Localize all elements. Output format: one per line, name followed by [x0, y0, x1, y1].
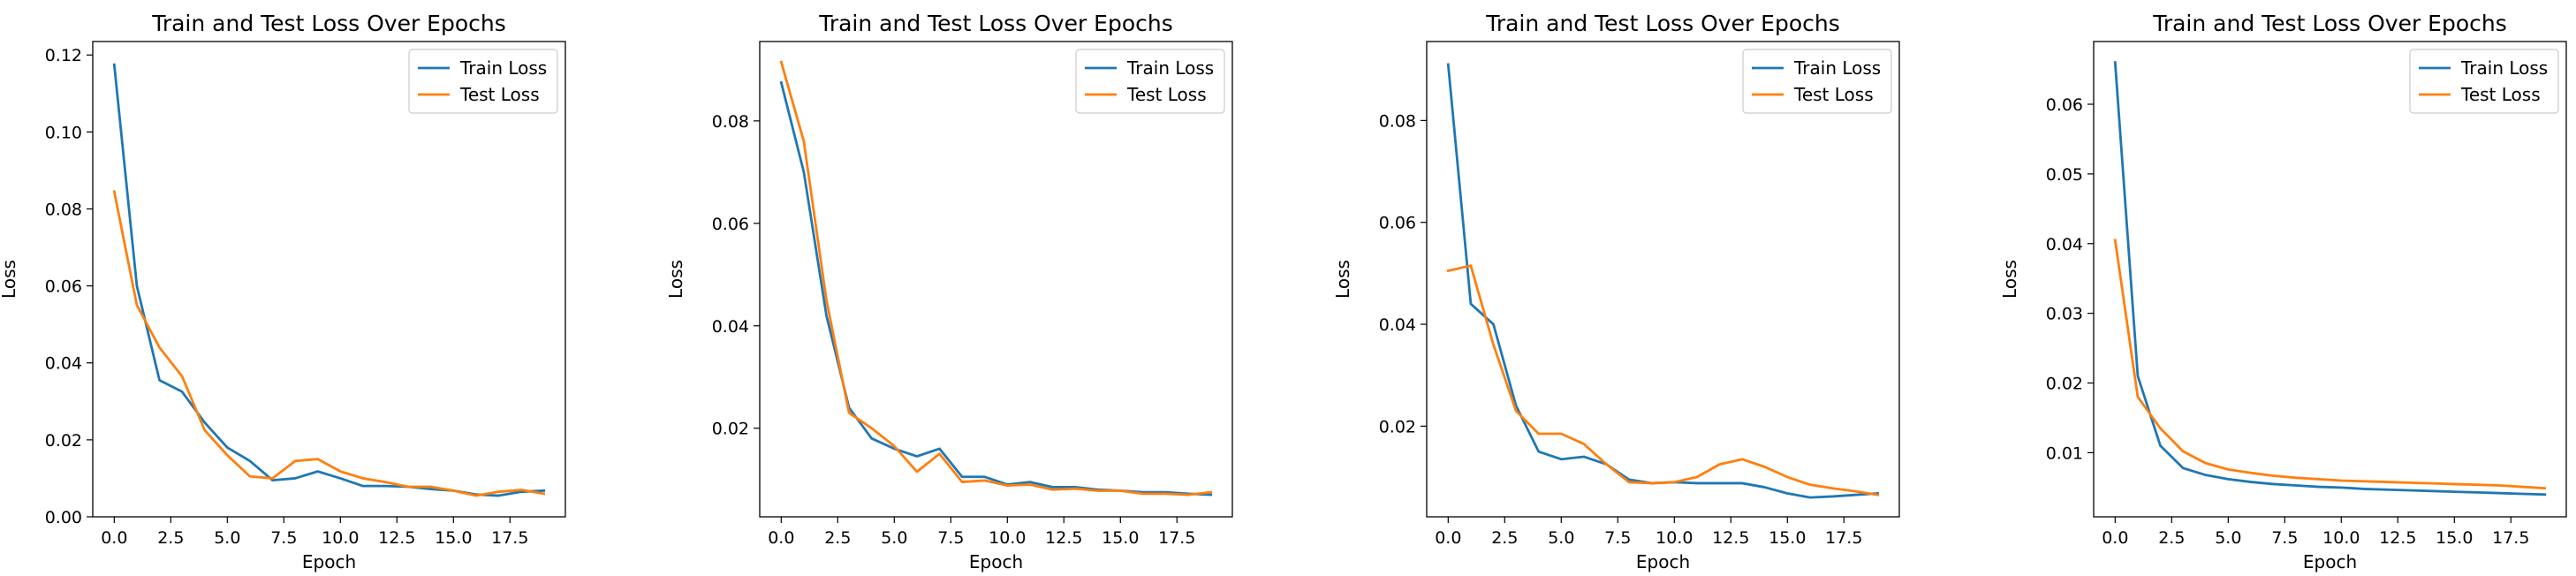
x-axis-label: Epoch — [969, 551, 1023, 572]
legend-train-label: Train Loss — [2460, 57, 2548, 79]
legend-box — [1075, 49, 1225, 114]
axes-frame — [2093, 41, 2567, 518]
x-tick-label: 12.5 — [1712, 528, 1749, 548]
x-tick-label: 10.0 — [1655, 528, 1693, 548]
y-tick-label: 0.10 — [45, 123, 82, 142]
chart-title: Train and Test Loss Over Epochs — [818, 11, 1173, 36]
y-tick-label: 0.02 — [712, 420, 749, 439]
x-tick-label: 5.0 — [214, 528, 240, 548]
legend-test-label: Test Loss — [1126, 84, 1207, 105]
y-tick-label: 0.04 — [1379, 315, 1416, 335]
x-axis-label: Epoch — [1636, 551, 1690, 572]
x-tick-label: 2.5 — [157, 528, 184, 548]
test-loss-line — [2113, 239, 2547, 490]
x-axis-label: Epoch — [2303, 551, 2357, 572]
legend-test-label: Test Loss — [1793, 84, 1874, 105]
legend: Train Loss Test Loss — [408, 49, 558, 114]
test-loss-line — [779, 60, 1213, 496]
x-tick-label: 15.0 — [1769, 528, 1806, 548]
y-tick-label: 0.00 — [45, 508, 82, 527]
legend: Train Loss Test Loss — [2409, 49, 2559, 114]
x-tick-label: 5.0 — [1548, 528, 1574, 548]
x-tick-label: 7.5 — [2271, 528, 2298, 548]
x-tick-label: 17.5 — [491, 528, 528, 548]
legend: Train Loss Test Loss — [1742, 49, 1892, 114]
x-tick-label: 17.5 — [1158, 528, 1195, 548]
x-tick-label: 2.5 — [2158, 528, 2185, 548]
x-axis-label: Epoch — [302, 551, 356, 572]
x-tick-label: 15.0 — [435, 528, 472, 548]
legend-train-label: Train Loss — [459, 57, 547, 79]
x-tick-label: 12.5 — [2379, 528, 2416, 548]
y-tick-label: 0.04 — [45, 354, 82, 374]
x-tick-label: 7.5 — [1604, 528, 1631, 548]
legend-box — [2409, 49, 2559, 114]
y-tick-label: 0.04 — [2046, 235, 2083, 254]
legend-test-label: Test Loss — [2460, 84, 2541, 105]
y-tick-label: 0.04 — [712, 317, 749, 337]
legend-box — [408, 49, 558, 114]
legend: Train Loss Test Loss — [1075, 49, 1225, 114]
y-tick-label: 0.06 — [1379, 214, 1416, 233]
x-tick-label: 0.0 — [1435, 528, 1461, 548]
legend-train-label: Train Loss — [1126, 57, 1214, 79]
x-tick-label: 10.0 — [989, 528, 1026, 548]
x-tick-label: 2.5 — [824, 528, 851, 548]
chart-1: Train and Test Loss Over Epochs 0.0 2.5 5.0… — [0, 11, 566, 572]
y-axis-label: Loss — [665, 260, 686, 299]
y-tick-label: 0.02 — [1379, 417, 1416, 436]
y-tick-label: 0.01 — [2046, 443, 2083, 463]
train-loss-line — [779, 80, 1213, 496]
y-tick-label: 0.05 — [2046, 165, 2083, 185]
x-tick-label: 0.0 — [2102, 528, 2128, 548]
axes-frame — [92, 41, 566, 518]
x-tick-label: 2.5 — [1491, 528, 1518, 548]
x-tick-label: 17.5 — [1825, 528, 1862, 548]
y-tick-label: 0.06 — [45, 277, 82, 297]
test-loss-line — [1446, 264, 1880, 496]
x-tick-label: 0.0 — [768, 528, 794, 548]
legend-box — [1742, 49, 1892, 114]
y-tick-label: 0.02 — [45, 431, 82, 451]
train-loss-line — [2113, 61, 2547, 496]
x-tick-label: 12.5 — [1045, 528, 1082, 548]
y-tick-label: 0.08 — [1379, 111, 1416, 131]
y-axis-label: Loss — [0, 260, 19, 299]
x-tick-label: 12.5 — [378, 528, 415, 548]
chart-title: Train and Test Loss Over Epochs — [151, 11, 506, 36]
chart-3: Train and Test Loss Over Epochs 0.0 2.5 5.0… — [1332, 11, 1900, 572]
y-tick-label: 0.12 — [45, 46, 82, 65]
x-tick-label: 5.0 — [2215, 528, 2241, 548]
x-tick-label: 15.0 — [1102, 528, 1139, 548]
chart-2: Train and Test Loss Over Epochs 0.0 2.5 5.0… — [665, 11, 1233, 572]
y-tick-label: 0.08 — [45, 200, 82, 219]
axes-frame — [1426, 41, 1900, 518]
legend-train-label: Train Loss — [1793, 57, 1881, 79]
y-tick-label: 0.03 — [2046, 305, 2083, 324]
y-axis-label: Loss — [1999, 260, 2020, 299]
y-axis-label: Loss — [1332, 260, 1353, 299]
chart-title: Train and Test Loss Over Epochs — [2152, 11, 2507, 36]
y-tick-label: 0.06 — [2046, 95, 2083, 115]
x-tick-label: 0.0 — [101, 528, 127, 548]
legend-test-label: Test Loss — [459, 84, 540, 105]
y-tick-label: 0.02 — [2046, 375, 2083, 394]
x-tick-label: 7.5 — [270, 528, 297, 548]
y-tick-label: 0.08 — [712, 112, 749, 132]
chart-title: Train and Test Loss Over Epochs — [1485, 11, 1840, 36]
x-tick-label: 10.0 — [322, 528, 359, 548]
axes-frame — [759, 41, 1233, 518]
test-loss-line — [112, 190, 546, 497]
chart-4: Train and Test Loss Over Epochs 0.0 2.5 5.0… — [1999, 11, 2567, 572]
x-tick-label: 5.0 — [881, 528, 907, 548]
x-tick-label: 15.0 — [2436, 528, 2473, 548]
y-tick-label: 0.06 — [712, 215, 749, 234]
x-tick-label: 7.5 — [937, 528, 964, 548]
x-tick-label: 10.0 — [2322, 528, 2360, 548]
x-tick-label: 17.5 — [2492, 528, 2529, 548]
